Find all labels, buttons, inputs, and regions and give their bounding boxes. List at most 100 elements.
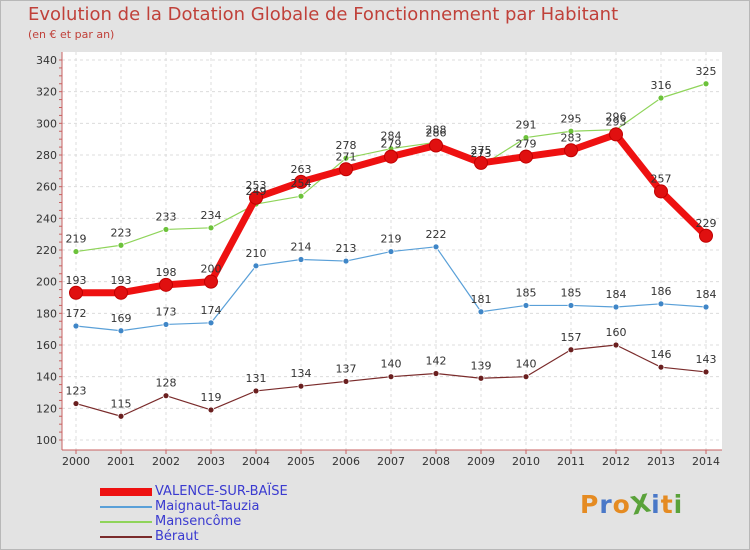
data-point-valence-sur-ba-se [699,228,713,243]
data-point-maignaut-tauzia [477,308,485,316]
x-tick-label: 2002 [152,455,180,468]
data-label: 184 [696,288,717,301]
data-label: 233 [156,210,177,223]
data-point-mansenc-me [117,241,125,249]
data-point-mansenc-me [297,192,305,200]
data-point-b-raut [567,346,575,354]
proxiti-logo: ProXiti [580,488,684,521]
data-point-mansenc-me [567,127,575,135]
data-label: 234 [201,209,222,222]
y-tick-label: 180 [36,307,57,320]
y-tick-label: 280 [36,149,57,162]
data-point-valence-sur-ba-se [69,285,83,300]
logo-letter: i [673,490,684,519]
data-label: 296 [606,111,627,124]
data-point-b-raut [702,368,710,376]
data-point-b-raut [207,406,215,414]
x-tick-label: 2009 [467,455,495,468]
x-tick-label: 2008 [422,455,450,468]
data-point-mansenc-me [702,80,710,88]
data-label: 325 [696,65,717,78]
data-label: 119 [201,391,222,404]
y-tick-label: 200 [36,276,57,289]
legend-label: Maignaut-Tauzia [155,499,260,514]
logo-letter: i [651,490,661,519]
data-label: 173 [156,305,177,318]
data-label: 193 [111,274,132,287]
data-point-b-raut [162,392,170,400]
data-point-maignaut-tauzia [522,302,530,309]
data-label: 316 [651,79,672,92]
data-point-mansenc-me [207,224,215,232]
data-point-valence-sur-ba-se [429,138,443,153]
legend-swatch [100,521,152,523]
line-chart: 100 120 140 160 180 200 220 240 260 280 300 320 340 2… [36,52,722,468]
data-label: 123 [66,385,87,398]
data-point-mansenc-me [162,226,170,233]
data-label: 223 [111,226,132,239]
y-tick-label: 260 [36,181,57,194]
data-point-valence-sur-ba-se [114,285,128,300]
data-point-maignaut-tauzia [252,262,260,270]
data-label: 275 [471,144,492,157]
data-point-maignaut-tauzia [612,303,620,311]
legend-label: Mansencôme [155,514,242,529]
data-point-mansenc-me [522,134,530,141]
data-point-mansenc-me [72,248,80,255]
data-label: 143 [696,353,717,366]
x-tick-label: 2003 [197,455,225,468]
x-tick-label: 2006 [332,455,360,468]
legend-swatch [100,488,152,496]
data-point-maignaut-tauzia [657,300,665,308]
data-label: 214 [291,241,312,254]
data-label: 140 [516,358,537,371]
data-label: 229 [696,217,717,230]
data-label: 219 [66,233,87,246]
data-label: 271 [336,150,357,163]
data-label: 249 [246,185,267,198]
data-point-maignaut-tauzia [162,321,170,328]
x-tick-label: 2013 [647,455,675,468]
data-point-valence-sur-ba-se [654,184,668,199]
data-point-maignaut-tauzia [432,243,440,251]
data-label: 131 [246,372,267,385]
data-label: 137 [336,362,357,375]
data-point-b-raut [297,382,305,390]
legend-label: Béraut [155,529,199,544]
data-label: 146 [651,348,672,361]
y-tick-label: 160 [36,339,57,352]
data-point-maignaut-tauzia [567,302,575,309]
data-label: 186 [651,285,672,298]
y-tick-label: 340 [36,54,57,67]
data-label: 288 [426,123,447,136]
data-label: 185 [561,286,582,299]
x-tick-label: 2005 [287,455,315,468]
data-point-mansenc-me [657,94,665,102]
data-label: 128 [156,377,177,390]
data-label: 142 [426,355,447,368]
logo-letter: t [660,490,674,519]
data-point-valence-sur-ba-se [339,162,353,177]
data-point-valence-sur-ba-se [519,149,533,164]
y-tick-label: 240 [36,212,57,225]
data-point-valence-sur-ba-se [384,149,398,164]
chart-title: Evolution de la Dotation Globale de Fonc… [28,4,619,25]
y-tick-label: 140 [36,371,57,384]
x-tick-label: 2012 [602,455,630,468]
data-label: 295 [561,112,582,125]
data-label: 222 [426,228,447,241]
data-point-b-raut [522,373,530,381]
data-label: 174 [201,304,222,317]
data-label: 139 [471,359,492,372]
data-point-valence-sur-ba-se [474,155,488,170]
y-tick-label: 120 [36,402,57,415]
data-point-b-raut [432,370,440,377]
data-point-maignaut-tauzia [72,322,80,330]
data-label: 279 [381,138,402,151]
chart-subtitle: (en € et par an) [28,28,115,41]
x-tick-label: 2010 [512,455,540,468]
data-label: 157 [561,331,582,344]
y-tick-label: 220 [36,244,57,257]
data-point-maignaut-tauzia [387,248,395,255]
data-label: 263 [291,163,312,176]
